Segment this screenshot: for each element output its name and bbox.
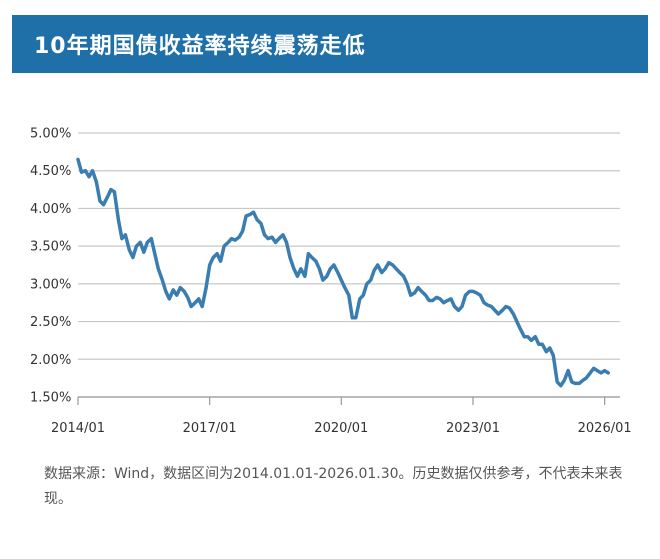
x-tick-label: 2020/01	[314, 421, 368, 436]
y-axis-ticks: 5.00% 4.50% 4.00% 3.50% 3.00% 2.50% 2.00% 1.50%	[30, 127, 71, 406]
x-tick-label: 2014/01	[51, 421, 105, 436]
x-tick-label: 2023/01	[446, 421, 500, 436]
gridlines	[78, 132, 620, 398]
y-tick-label: 2.50%	[30, 315, 71, 330]
chart-title: 10年期国债收益率持续震荡走低	[34, 34, 366, 59]
series-line	[76, 157, 610, 388]
title-banner: 10年期国债收益率持续震荡走低	[12, 15, 648, 73]
y-tick-label: 1.50%	[30, 391, 71, 406]
series-group	[76, 157, 610, 388]
y-tick-label: 4.50%	[30, 164, 71, 179]
y-tick-label: 5.00%	[30, 127, 71, 142]
source-footnote: 数据来源：Wind，数据区间为2014.01.01-2026.01.30。历史数…	[44, 466, 623, 507]
y-tick-label: 2.00%	[30, 353, 71, 368]
y-tick-label: 3.00%	[30, 277, 71, 292]
x-tick-label: 2017/01	[183, 421, 237, 436]
x-axis: 2014/01 2017/01 2020/01 2023/01 2026/01	[51, 396, 632, 436]
y-tick-label: 3.50%	[30, 240, 71, 255]
x-tick-label: 2026/01	[578, 421, 632, 436]
y-tick-label: 4.00%	[30, 202, 71, 217]
